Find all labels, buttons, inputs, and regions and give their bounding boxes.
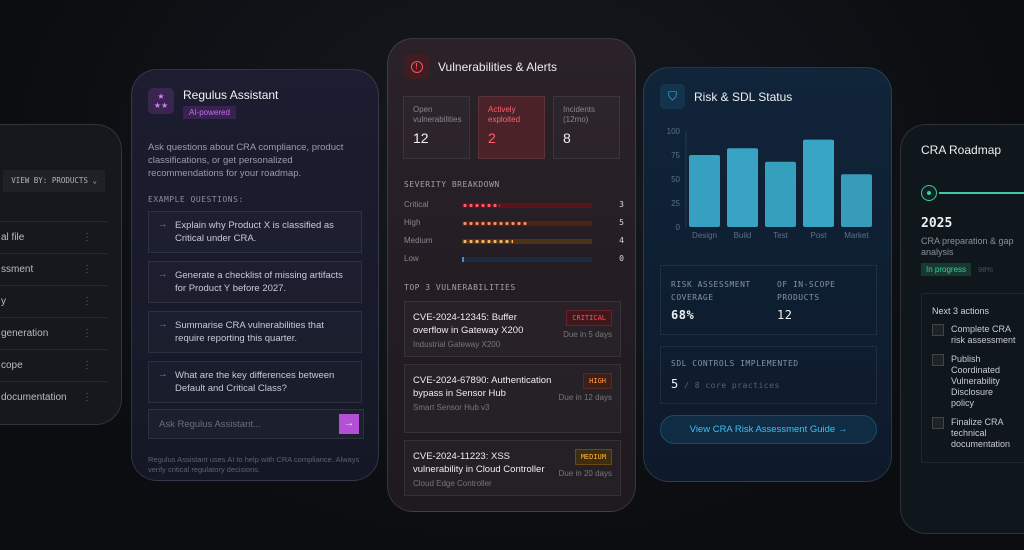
list-item[interactable]: cope ⋮: [0, 349, 108, 381]
more-icon[interactable]: ⋮: [82, 232, 92, 243]
x-tick-label: Build: [734, 231, 752, 240]
y-tick-label: 100: [667, 127, 681, 136]
severity-badge: MEDIUM: [574, 449, 612, 465]
view-by-dropdown[interactable]: VIEW BY: PRODUCTS ⌄: [3, 170, 105, 192]
y-tick-label: 25: [671, 199, 680, 208]
stat-open: Open vulnerabilities 12: [403, 96, 470, 159]
example-question[interactable]: → What are the key differences between De…: [148, 361, 362, 403]
action-checkbox[interactable]: Publish Coordinated Vulnerability Disclo…: [932, 354, 1018, 409]
x-tick-label: Market: [844, 231, 869, 240]
stat-exploited: Actively exploited 2: [478, 96, 545, 159]
x-tick-label: Test: [773, 231, 788, 240]
arrow-right-icon: →: [158, 319, 168, 330]
vulnerabilities-title: Vulnerabilities & Alerts: [438, 59, 557, 74]
example-question[interactable]: → Generate a checklist of missing artifac…: [148, 261, 362, 303]
send-button[interactable]: →: [339, 414, 359, 434]
severity-fill: [462, 257, 464, 262]
timeline-node-icon[interactable]: [921, 185, 937, 201]
severity-bar: [462, 257, 592, 262]
timeline: [921, 185, 1024, 201]
bar-post: [803, 139, 834, 227]
severity-bar: [462, 239, 592, 244]
list-item[interactable]: documentation ⋮: [0, 381, 108, 413]
y-tick-label: 0: [676, 223, 681, 232]
status-badge: In progress: [921, 263, 972, 276]
more-icon[interactable]: ⋮: [82, 296, 92, 307]
severity-bar: [462, 203, 592, 208]
action-checkbox[interactable]: Complete CRA risk assessment: [932, 324, 1018, 346]
alert-icon: !: [404, 54, 429, 79]
x-tick-label: Design: [692, 231, 717, 240]
next-actions-box: Next 3 actions Complete CRA risk assessm…: [921, 293, 1024, 463]
example-question[interactable]: → Summarise CRA vulnerabilities that requ…: [148, 311, 362, 353]
more-icon[interactable]: ⋮: [82, 328, 92, 339]
more-icon[interactable]: ⋮: [82, 392, 92, 403]
roadmap-title: CRA Roadmap: [921, 143, 1002, 157]
severity-badge: HIGH: [583, 373, 612, 389]
assistant-description: Ask questions about CRA compliance, prod…: [148, 142, 344, 179]
roadmap-year: 2025: [921, 216, 953, 231]
vulnerabilities-card: ! Vulnerabilities & Alerts Open vulnerab…: [387, 38, 636, 512]
arrow-right-icon: →: [344, 418, 354, 429]
arrow-right-icon: →: [158, 219, 168, 230]
more-icon[interactable]: ⋮: [82, 264, 92, 275]
severity-fill: [462, 221, 527, 226]
bar-design: [689, 155, 720, 227]
severity-row-critical: Critical 3: [404, 200, 624, 209]
disclaimer: Regulus Assistant uses AI to help with C…: [148, 455, 360, 474]
top-heading: TOP 3 VULNERABILITIES: [404, 283, 516, 292]
progress-text: 98%: [978, 265, 994, 274]
list-item[interactable]: generation ⋮: [0, 317, 108, 349]
coverage-box: RISK ASSESSMENT COVERAGE 68% OF IN-SCOPE…: [660, 265, 877, 335]
severity-row-high: High 5: [404, 218, 624, 227]
vulnerability-item[interactable]: CVE-2024-12345: Buffer overflow in Gatew…: [404, 301, 621, 357]
stat-incidents: Incidents (12mo) 8: [553, 96, 620, 159]
list-item[interactable]: y ⋮: [0, 285, 108, 317]
severity-fill: [462, 239, 513, 244]
bar-market: [841, 174, 872, 227]
severity-badge: CRITICAL: [566, 310, 612, 326]
example-question[interactable]: → Explain why Product X is classified as …: [148, 211, 362, 253]
sparkles-icon: ★ ★★: [148, 88, 174, 114]
bar-test: [765, 161, 796, 227]
severity-bar: [462, 221, 592, 226]
bar-build: [727, 148, 758, 227]
y-tick-label: 50: [671, 175, 680, 184]
products-card: VIEW BY: PRODUCTS ⌄ al file ⋮ ssment ⋮ y ⋮ …: [0, 124, 122, 425]
list-item[interactable]: ssment ⋮: [0, 253, 108, 285]
risk-title: Risk & SDL Status: [694, 89, 793, 104]
severity-fill: [462, 203, 500, 208]
vulnerability-item[interactable]: CVE-2024-11223: XSS vulnerability in Clo…: [404, 440, 621, 496]
assistant-title: Regulus Assistant: [183, 88, 279, 102]
vulnerability-item[interactable]: CVE-2024-67890: Authentication bypass in…: [404, 364, 621, 433]
assistant-card: ★ ★★ Regulus Assistant AI-powered Ask que…: [131, 69, 379, 481]
arrow-right-icon: →: [158, 369, 168, 380]
risk-card: ⛉ Risk & SDL Status 0 25 50 75 100 Design Buil…: [643, 67, 892, 482]
x-tick-label: Post: [810, 231, 827, 240]
sdl-bar-chart: 0 25 50 75 100 Design Build Test Post Market: [667, 127, 872, 240]
severity-row-medium: Medium 4: [404, 236, 624, 245]
severity-heading: SEVERITY BREAKDOWN: [404, 180, 500, 189]
chevron-down-icon: ⌄: [92, 176, 97, 185]
arrow-right-icon: →: [158, 269, 168, 280]
view-guide-button[interactable]: View CRA Risk Assessment Guide →: [660, 415, 877, 444]
sdl-box: SDL CONTROLS IMPLEMENTED 5 / 8 core prac…: [660, 346, 877, 404]
shield-icon: ⛉: [660, 84, 685, 109]
list-item[interactable]: al file ⋮: [0, 221, 108, 253]
examples-heading: EXAMPLE QUESTIONS:: [148, 195, 244, 204]
ai-badge: AI-powered: [183, 106, 236, 119]
roadmap-phase: CRA preparation & gap analysis: [921, 236, 1014, 257]
y-tick-label: 75: [671, 151, 680, 160]
roadmap-card: CRA Roadmap 2025 CRA preparation & gap a…: [900, 124, 1024, 534]
severity-row-low: Low 0: [404, 254, 624, 263]
more-icon[interactable]: ⋮: [82, 360, 92, 371]
assistant-input[interactable]: Ask Regulus Assistant... →: [148, 409, 364, 439]
action-checkbox[interactable]: Finalize CRA technical documentation: [932, 417, 1018, 450]
